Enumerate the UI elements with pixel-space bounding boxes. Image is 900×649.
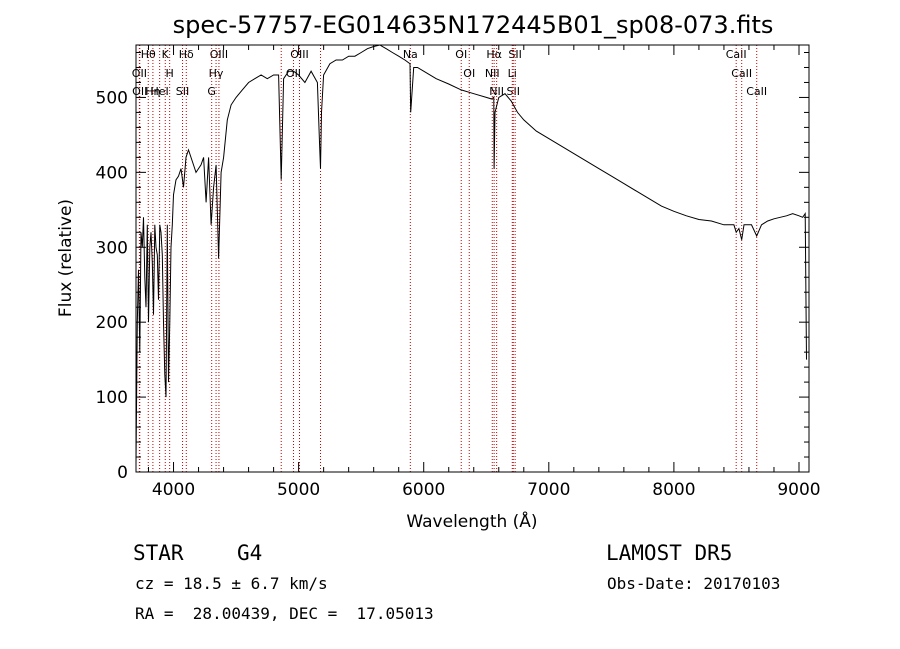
marker-label: Hδ — [179, 48, 194, 61]
y-tick-label: 400 — [96, 163, 128, 183]
x-tick-label: 9000 — [777, 480, 820, 500]
marker-label: OIII — [210, 48, 228, 61]
coordinates: RA = 28.00439, DEC = 17.05013 — [135, 604, 434, 623]
marker-label: SII — [507, 85, 520, 98]
marker-label: Li — [508, 67, 517, 80]
marker-label: OI — [455, 48, 467, 61]
x-axis-ticks: 4000 5000 6000 7000 8000 9000 — [148, 45, 821, 500]
marker-label: NII — [485, 67, 500, 80]
x-tick-label: 4000 — [152, 480, 195, 500]
marker-label: OI — [463, 67, 475, 80]
marker-label: H — [166, 67, 174, 80]
y-tick-label: 100 — [96, 388, 128, 408]
y-tick-label: 500 — [96, 88, 128, 108]
x-axis-label: Wavelength (Å) — [406, 510, 537, 532]
y-tick-label: 0 — [117, 463, 128, 483]
y-tick-label: 300 — [96, 238, 128, 258]
x-tick-label: 7000 — [527, 480, 570, 500]
marker-label: HeI — [150, 85, 168, 98]
x-tick-label: 6000 — [402, 480, 445, 500]
marker-label: NII — [489, 85, 504, 98]
y-tick-label: 200 — [96, 313, 128, 333]
marker-label: SII — [176, 85, 189, 98]
marker-label: SII — [508, 48, 521, 61]
marker-label: Hθ — [141, 48, 156, 61]
obs-date: Obs-Date: 20170103 — [607, 574, 781, 593]
marker-label: G — [207, 85, 216, 98]
marker-label: Hγ — [209, 67, 224, 80]
marker-label: Hα — [486, 48, 502, 61]
marker-label: OIII — [290, 48, 308, 61]
object-class: STAR — [133, 541, 184, 565]
marker-label: K — [162, 48, 170, 61]
x-tick-label: 5000 — [277, 480, 320, 500]
marker-label: OII — [286, 67, 301, 80]
survey-label: LAMOST DR5 — [606, 541, 733, 565]
y-axis-ticks: 0 100 200 300 400 500 — [96, 51, 809, 483]
object-subclass: G4 — [237, 541, 263, 565]
marker-label: CaII — [731, 67, 752, 80]
chart-title: spec-57757-EG014635N172445B01_sp08-073.f… — [173, 11, 774, 39]
marker-label: CaII — [746, 85, 767, 98]
marker-label: Na — [403, 48, 418, 61]
marker-label: CaII — [726, 48, 747, 61]
spectrum-line — [135, 44, 807, 465]
y-axis-label: Flux (relative) — [56, 199, 76, 317]
x-tick-label: 8000 — [652, 480, 695, 500]
spectrum-chart: spec-57757-EG014635N172445B01_sp08-073.f… — [56, 11, 821, 532]
redshift-text: cz = 18.5 ± 6.7 km/s — [135, 574, 328, 593]
marker-label: Hη — [145, 85, 160, 98]
plot-frame — [135, 44, 810, 473]
